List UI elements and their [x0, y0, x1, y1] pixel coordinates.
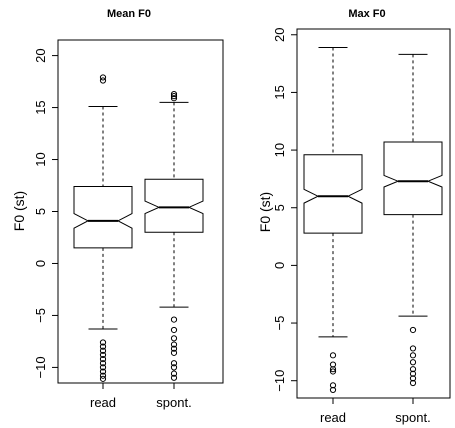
y-tick-label: 20 — [272, 28, 287, 42]
chart-title: Max F0 — [348, 8, 385, 20]
outlier-point — [99, 368, 107, 375]
outlier-point — [170, 326, 178, 334]
x-axis: read spont. — [320, 398, 431, 425]
box-body — [144, 178, 204, 233]
outlier-point — [99, 375, 107, 382]
y-axis: 20 15 10 5 0 −5 −10 — [33, 48, 58, 378]
y-tick-label: 5 — [33, 208, 48, 215]
outlier-point — [170, 345, 178, 352]
panel-mean-f0: Mean F0 F0 (st) 20 15 10 5 0 −5 −10 read spont. — [11, 8, 224, 410]
y-tick-label: 5 — [272, 204, 287, 211]
outlier-point — [170, 370, 178, 377]
outlier-point — [99, 339, 107, 346]
outlier-point — [170, 90, 178, 98]
x-tick-label: read — [90, 395, 116, 410]
x-axis: read spont. — [90, 383, 192, 410]
outlier-point — [409, 345, 417, 352]
outlier-point — [409, 379, 417, 387]
box-read — [73, 74, 133, 382]
outlier-point — [409, 370, 417, 377]
outlier-point — [170, 93, 178, 100]
outlier-point — [99, 355, 107, 363]
y-tick-label: −5 — [272, 316, 287, 331]
outlier-point — [329, 368, 337, 375]
outlier-point — [99, 74, 107, 81]
box-series — [73, 74, 204, 382]
outlier-point — [170, 316, 178, 323]
outlier-point — [99, 360, 107, 367]
y-tick-label: 10 — [272, 143, 287, 157]
outlier-point — [329, 386, 337, 394]
x-tick-label: spont. — [395, 410, 430, 425]
outlier-point — [170, 364, 178, 371]
outlier-point — [409, 366, 417, 373]
outlier-point — [409, 352, 417, 359]
outlier-point — [409, 326, 417, 334]
y-axis-label: F0 (st) — [11, 191, 27, 231]
outlier-point — [170, 349, 178, 356]
box-body — [73, 186, 133, 249]
y-axis-label: F0 (st) — [257, 192, 273, 232]
y-tick-label: −10 — [272, 370, 287, 392]
y-axis: 20 15 10 5 0 −5 −10 — [272, 28, 297, 392]
outlier-point — [409, 375, 417, 382]
outlier-point — [99, 343, 107, 350]
outlier-point — [99, 364, 107, 371]
outlier-point — [99, 347, 107, 354]
outlier-point — [329, 382, 337, 389]
outlier-point — [170, 335, 178, 342]
y-tick-label: −5 — [33, 308, 48, 323]
outlier-point — [329, 352, 337, 359]
y-tick-label: 20 — [33, 48, 48, 62]
plot-frame — [296, 28, 451, 399]
outlier-point — [170, 341, 178, 348]
box-series — [303, 46, 443, 394]
panel-max-f0: Max F0 F0 (st) 20 15 10 5 0 −5 −10 read spont. — [257, 8, 451, 425]
box-spont — [144, 90, 204, 381]
box-read — [303, 46, 363, 394]
y-tick-label: 0 — [272, 262, 287, 269]
outlier-point — [99, 372, 107, 379]
box-spont — [383, 53, 443, 387]
x-tick-label: read — [320, 410, 346, 425]
outlier-point — [99, 351, 107, 359]
outlier-point — [329, 366, 337, 373]
y-tick-label: 15 — [272, 85, 287, 99]
outlier-point — [99, 77, 107, 84]
box-body — [303, 154, 363, 234]
outlier-point — [409, 359, 417, 366]
y-tick-label: 10 — [33, 152, 48, 166]
outlier-point — [329, 361, 337, 368]
outlier-point — [170, 360, 178, 367]
chart-title: Mean F0 — [107, 8, 151, 20]
x-tick-label: spont. — [156, 395, 191, 410]
outlier-point — [170, 95, 178, 102]
outlier-point — [170, 374, 178, 381]
y-tick-label: −10 — [33, 356, 48, 378]
y-tick-label: 0 — [33, 260, 48, 267]
box-body — [383, 141, 443, 216]
y-tick-label: 15 — [33, 100, 48, 114]
